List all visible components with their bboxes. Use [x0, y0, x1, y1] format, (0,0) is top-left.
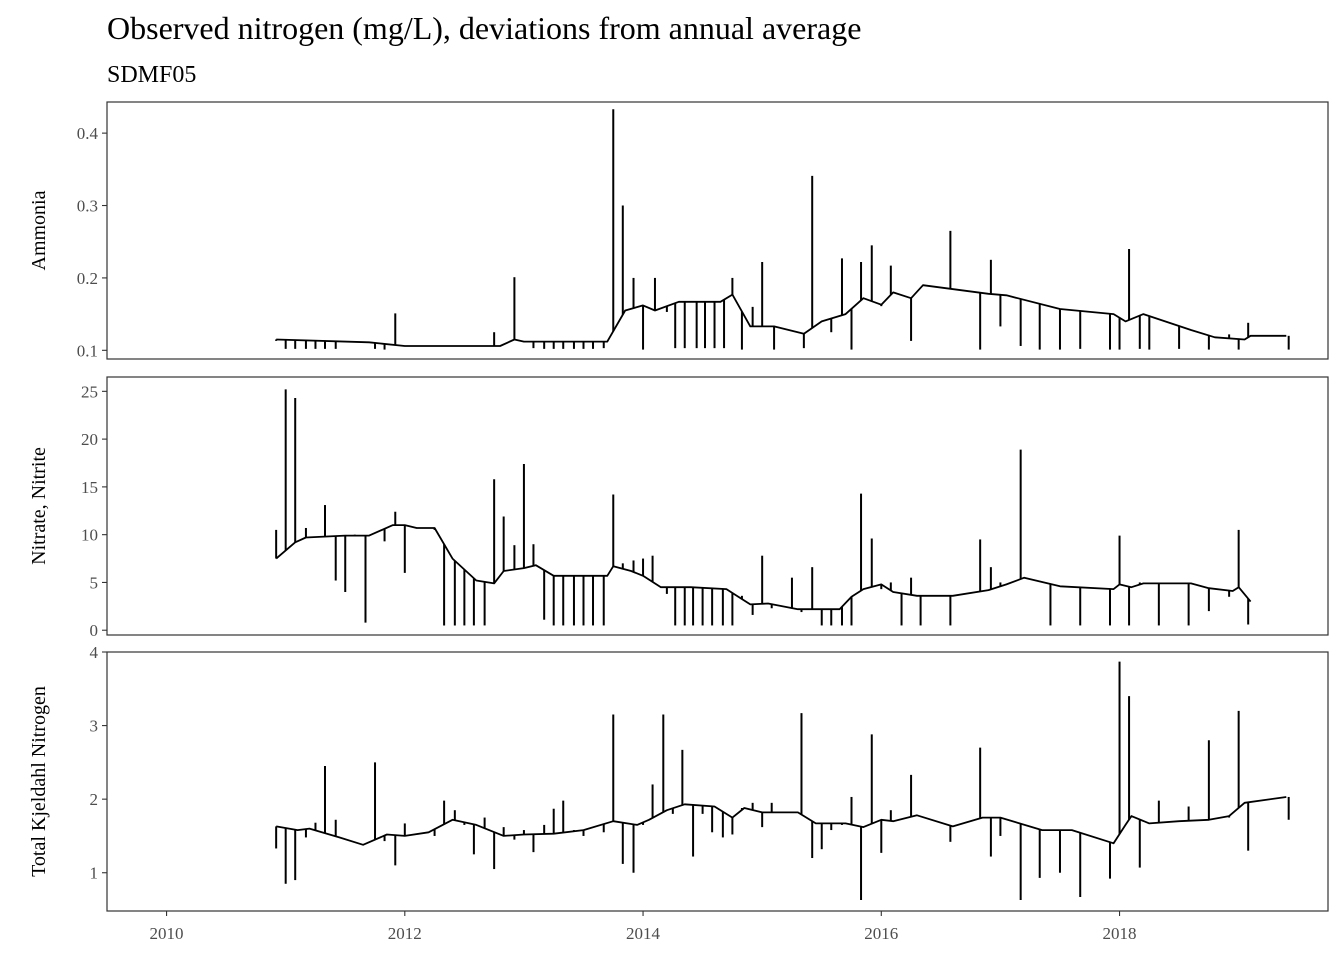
y-tick-label: 0.1	[77, 341, 98, 360]
annual-average-line	[276, 284, 1287, 347]
x-axis: 2010 2012 2014 2016 2018	[150, 911, 1137, 943]
y-tick-label: 2	[90, 790, 99, 809]
panel-ammonia: 0.1 0.2 0.3 0.4 Ammonia	[28, 101, 1329, 360]
panel-border	[106, 101, 1329, 360]
x-tick-label: 2010	[150, 924, 184, 943]
y-tick-label: 1	[90, 864, 99, 883]
deviation-segments	[275, 661, 1290, 900]
panel-nitrate-nitrite: 0 5 10 15 20 25 Nitrate, Nitrite	[28, 376, 1329, 640]
y-tick-label: 0.2	[77, 269, 98, 288]
panels: 0.1 0.2 0.3 0.4 Ammonia 0 5 10 15 20 25 Nitrate, Ni…	[28, 101, 1329, 912]
x-tick-label: 2012	[388, 924, 422, 943]
annual-average-line	[275, 524, 1252, 611]
y-tick-label: 0.4	[77, 124, 99, 143]
panel-total-kjeldahl-nitrogen: 1 2 3 4 Total Kjeldahl Nitrogen	[28, 643, 1329, 912]
x-tick-label: 2016	[864, 924, 898, 943]
y-tick-label: 20	[81, 430, 98, 449]
y-axis-title: Ammonia	[28, 190, 50, 270]
y-tick-label: 3	[90, 717, 99, 736]
y-tick-label: 0	[90, 621, 99, 640]
annual-average-line	[276, 796, 1287, 846]
panel-border	[106, 376, 1329, 636]
y-tick-label: 4	[90, 643, 99, 662]
y-tick-label: 0.3	[77, 197, 98, 216]
y-tick-label: 25	[81, 382, 98, 401]
chart-title: Observed nitrogen (mg/L), deviations fro…	[107, 10, 861, 46]
chart-subtitle: SDMF05	[107, 62, 196, 88]
x-tick-label: 2014	[626, 924, 661, 943]
x-tick-label: 2018	[1103, 924, 1137, 943]
panel-border	[106, 651, 1329, 912]
deviation-segments	[275, 109, 1290, 350]
deviation-segments	[275, 389, 1250, 626]
y-axis-title: Total Kjeldahl Nitrogen	[28, 686, 50, 877]
y-axis-title: Nitrate, Nitrite	[28, 447, 50, 565]
y-tick-label: 10	[81, 526, 98, 545]
y-tick-label: 15	[81, 478, 98, 497]
y-tick-label: 5	[90, 573, 99, 592]
